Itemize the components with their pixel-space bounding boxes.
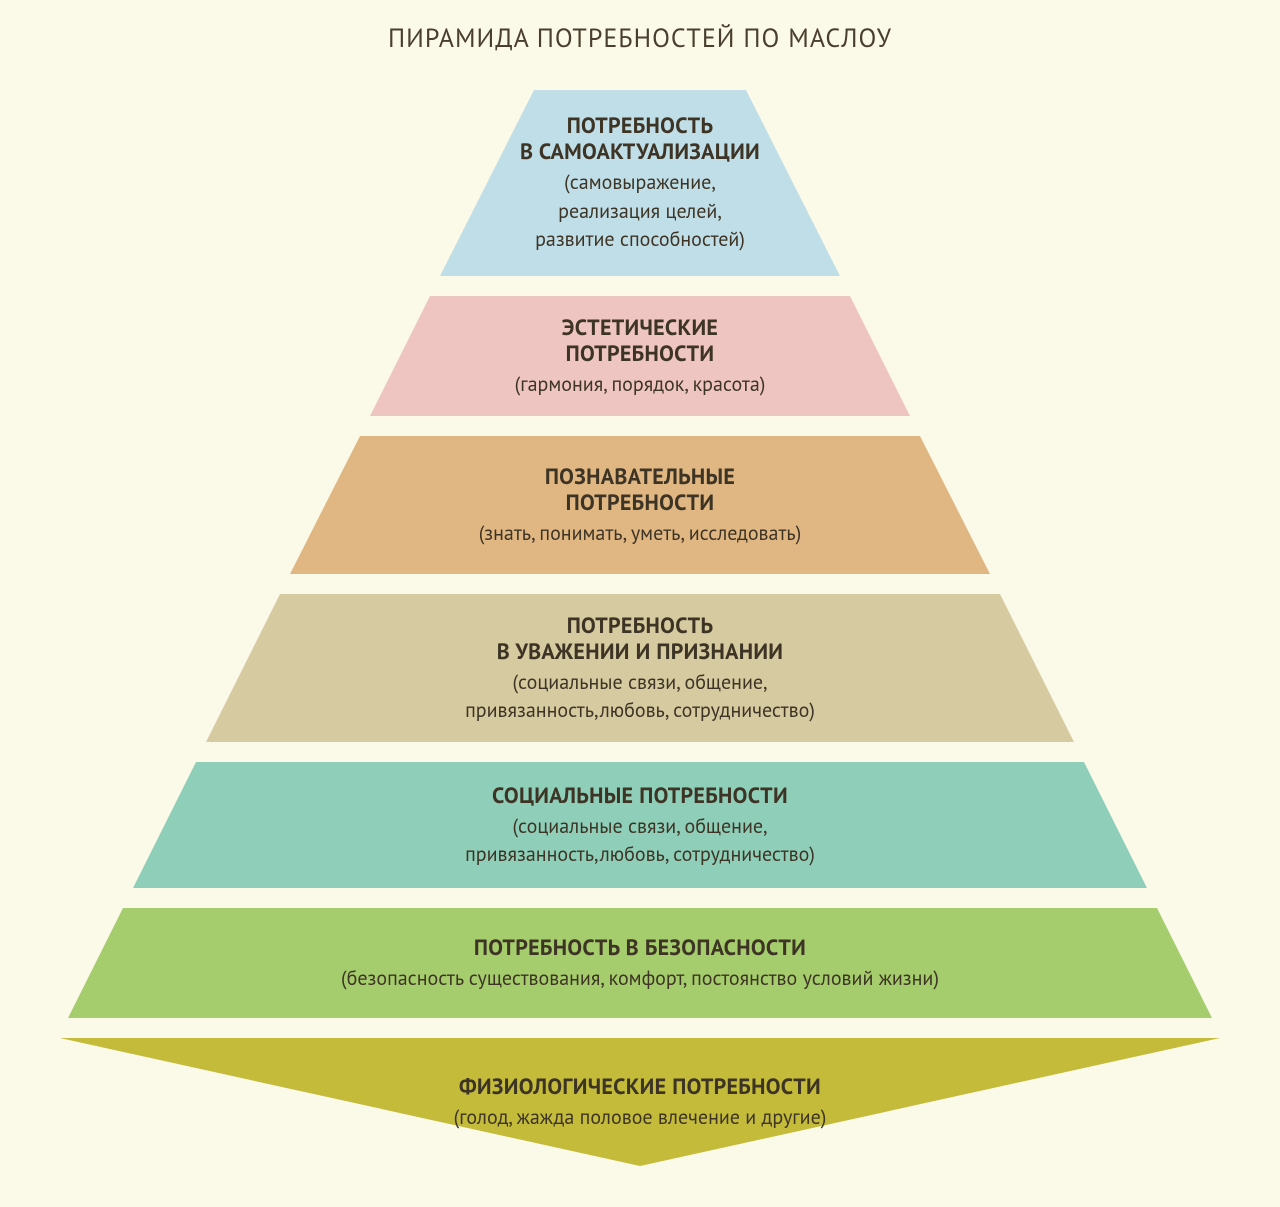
level-4-title-line-0: СОЦИАЛЬНЫЕ ПОТРЕБНОСТИ xyxy=(143,784,1137,810)
pyramid-level-6: ФИЗИОЛОГИЧЕСКИЕ ПОТРЕБНОСТИ (голод, жажда… xyxy=(60,1038,1220,1166)
level-6-text: ФИЗИОЛОГИЧЕСКИЕ ПОТРЕБНОСТИ (голод, жажда… xyxy=(60,1075,1220,1129)
pyramid-stage: ПОТРЕБНОСТЬВ САМОАКТУАЛИЗАЦИИ(самовыраже… xyxy=(60,90,1220,1180)
level-1-sub-line-0: (гармония, порядок, красота) xyxy=(380,372,900,396)
level-4-text: СОЦИАЛЬНЫЕ ПОТРЕБНОСТИ (социальные связи,… xyxy=(133,784,1147,867)
level-5-sub-line-0: (безопасность существования, комфорт, по… xyxy=(78,966,1202,990)
level-0-sub-line-0: (самовыражение, xyxy=(450,170,830,194)
pyramid-level-3: ПОТРЕБНОСТЬВ УВАЖЕНИИ И ПРИЗНАНИИ (социал… xyxy=(206,594,1074,742)
level-3-sub-line-1: привязанность,любовь, сотрудничество) xyxy=(216,698,1064,722)
pyramid-level-4: СОЦИАЛЬНЫЕ ПОТРЕБНОСТИ (социальные связи,… xyxy=(133,762,1147,888)
level-2-text: ПОЗНАВАТЕЛЬНЫЕПОТРЕБНОСТИ (знать, понимат… xyxy=(290,465,990,545)
level-3-text: ПОТРЕБНОСТЬВ УВАЖЕНИИ И ПРИЗНАНИИ (социал… xyxy=(206,614,1074,723)
level-0-text: ПОТРЕБНОСТЬВ САМОАКТУАЛИЗАЦИИ (самовыраже… xyxy=(440,114,840,251)
level-0-title-line-0: ПОТРЕБНОСТЬ xyxy=(450,114,830,140)
level-1-title-line-0: ЭСТЕТИЧЕСКИЕ xyxy=(380,316,900,342)
level-2-title-line-1: ПОТРЕБНОСТИ xyxy=(300,491,980,517)
level-4-sub-line-1: привязанность,любовь, сотрудничество) xyxy=(143,842,1137,866)
level-0-sub-line-1: реализация целей, xyxy=(450,199,830,223)
level-0-title-line-1: В САМОАКТУАЛИЗАЦИИ xyxy=(450,140,830,166)
page-title: ПИРАМИДА ПОТРЕБНОСТЕЙ ПО МАСЛОУ xyxy=(0,0,1280,55)
level-3-sub-line-0: (социальные связи, общение, xyxy=(216,670,1064,694)
pyramid-level-5: ПОТРЕБНОСТЬ В БЕЗОПАСНОСТИ (безопасность … xyxy=(68,908,1212,1018)
level-6-sub-line-0: (голод, жажда половое влечение и другие) xyxy=(70,1105,1210,1129)
pyramid-level-2: ПОЗНАВАТЕЛЬНЫЕПОТРЕБНОСТИ (знать, понимат… xyxy=(290,436,990,574)
level-2-title-line-0: ПОЗНАВАТЕЛЬНЫЕ xyxy=(300,465,980,491)
pyramid-level-1: ЭСТЕТИЧЕСКИЕПОТРЕБНОСТИ (гармония, порядо… xyxy=(370,296,910,416)
level-2-sub-line-0: (знать, понимать, уметь, исследовать) xyxy=(300,521,980,545)
level-1-title-line-1: ПОТРЕБНОСТИ xyxy=(380,342,900,368)
level-3-title-line-1: В УВАЖЕНИИ И ПРИЗНАНИИ xyxy=(216,640,1064,666)
pyramid-level-0: ПОТРЕБНОСТЬВ САМОАКТУАЛИЗАЦИИ (самовыраже… xyxy=(440,90,840,276)
level-3-title-line-0: ПОТРЕБНОСТЬ xyxy=(216,614,1064,640)
level-6-title-line-0: ФИЗИОЛОГИЧЕСКИЕ ПОТРЕБНОСТИ xyxy=(70,1075,1210,1101)
level-1-text: ЭСТЕТИЧЕСКИЕПОТРЕБНОСТИ (гармония, порядо… xyxy=(370,316,910,396)
level-5-title-line-0: ПОТРЕБНОСТЬ В БЕЗОПАСНОСТИ xyxy=(78,936,1202,962)
level-5-text: ПОТРЕБНОСТЬ В БЕЗОПАСНОСТИ (безопасность … xyxy=(68,936,1212,990)
level-4-sub-line-0: (социальные связи, общение, xyxy=(143,814,1137,838)
level-0-sub-line-2: развитие способностей) xyxy=(450,227,830,251)
